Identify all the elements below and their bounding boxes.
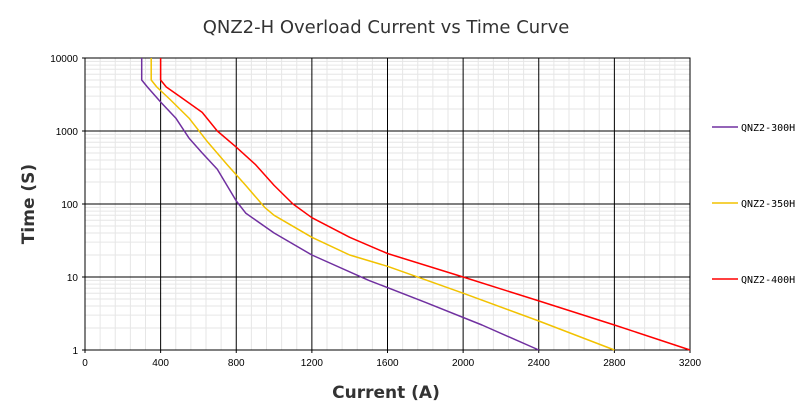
y-tick-label: 10 xyxy=(67,273,79,284)
legend-label: QNZ2-300H xyxy=(741,123,795,134)
x-tick-label: 2400 xyxy=(528,358,551,369)
legend-label: QNZ2-400H xyxy=(741,275,795,286)
x-tick-label: 3200 xyxy=(679,358,702,369)
legend: QNZ2-300H QNZ2-350H QNZ2-400H xyxy=(712,123,795,286)
x-tick-label: 800 xyxy=(228,358,245,369)
series-line xyxy=(150,58,615,351)
legend-label: QNZ2-350H xyxy=(741,199,795,210)
y-tick-label: 100 xyxy=(61,200,78,211)
x-tick-label: 400 xyxy=(152,358,169,369)
x-tick-label: 1200 xyxy=(301,358,324,369)
y-axis-label: Time (S) xyxy=(19,164,39,244)
series-lines xyxy=(140,58,691,351)
y-tick-labels: 1 10 100 1000 10000 xyxy=(50,54,85,357)
series-line xyxy=(159,58,691,351)
x-axis-label: Current (A) xyxy=(332,383,440,403)
x-tick-labels: 0 400 800 1200 1600 2000 2400 2800 3200 xyxy=(82,350,702,369)
y-tick-label: 10000 xyxy=(50,54,78,65)
series-line xyxy=(140,58,540,351)
y-tick-label: 1 xyxy=(72,346,78,357)
x-tick-label: 2000 xyxy=(452,358,475,369)
chart-title: QNZ2-H Overload Current vs Time Curve xyxy=(203,17,570,38)
major-gridlines xyxy=(85,58,690,350)
x-tick-label: 2800 xyxy=(603,358,626,369)
y-tick-label: 1000 xyxy=(56,127,79,138)
x-tick-label: 0 xyxy=(82,358,88,369)
x-tick-label: 1600 xyxy=(376,358,399,369)
